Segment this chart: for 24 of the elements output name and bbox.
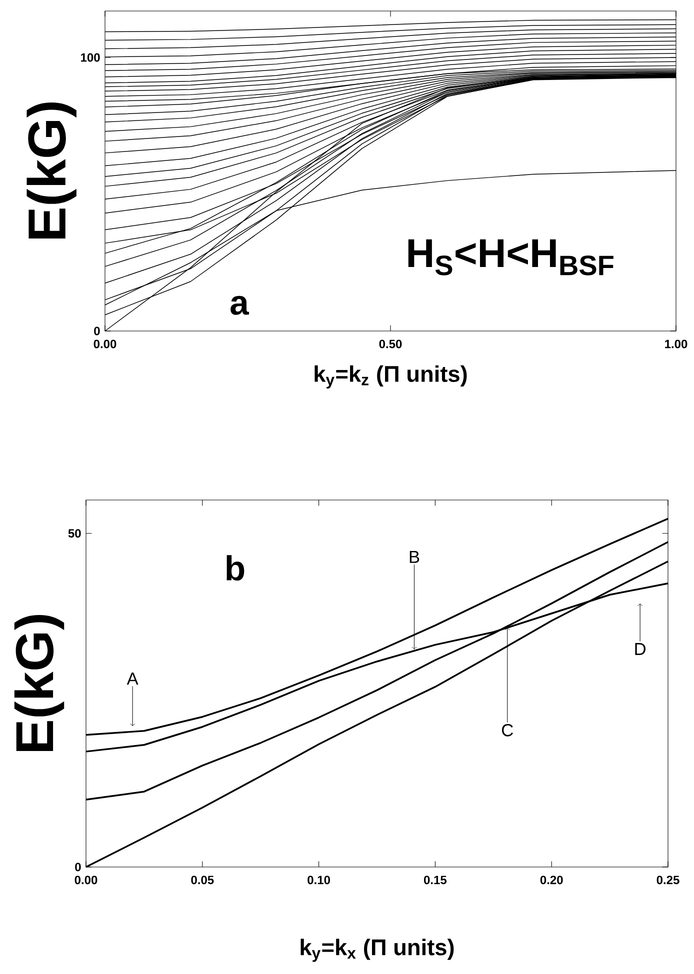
y-axis-title: E(kG) — [14, 615, 64, 752]
annotation: A — [126, 672, 138, 685]
y-axis-title: E(kG) — [26, 102, 76, 239]
x-tick-label: 1.00 — [665, 340, 688, 348]
x-tick-label: 0.00 — [94, 340, 116, 348]
x-tick-label: 0.15 — [424, 876, 447, 884]
annotation: B — [410, 550, 420, 563]
annotation: a — [230, 296, 250, 315]
y-tick-label: 100 — [81, 53, 100, 62]
x-tick-label: 0.50 — [379, 340, 402, 348]
y-tick-label: 0 — [94, 326, 100, 336]
x-tick-label: 0.10 — [308, 876, 330, 884]
x-tick-label: 0.20 — [540, 876, 563, 884]
annotation: C — [502, 724, 513, 736]
y-tick-label: 50 — [68, 529, 81, 538]
annotation: b — [226, 555, 244, 581]
x-axis-title: k$_{y}$=k$_{z}$ (Π units) — [314, 365, 467, 389]
annotation: H$_{S}$<H<H$_{BSF}$ — [408, 239, 614, 276]
annotation: D — [635, 643, 646, 655]
x-tick-label: 0.25 — [656, 876, 680, 884]
x-tick-label: 0.00 — [74, 876, 98, 884]
y-tick-label: 0 — [75, 862, 81, 872]
x-tick-label: 0.05 — [191, 876, 214, 884]
x-axis-title: k$_{y}$=k$_{x}$ (Π units) — [300, 938, 454, 962]
